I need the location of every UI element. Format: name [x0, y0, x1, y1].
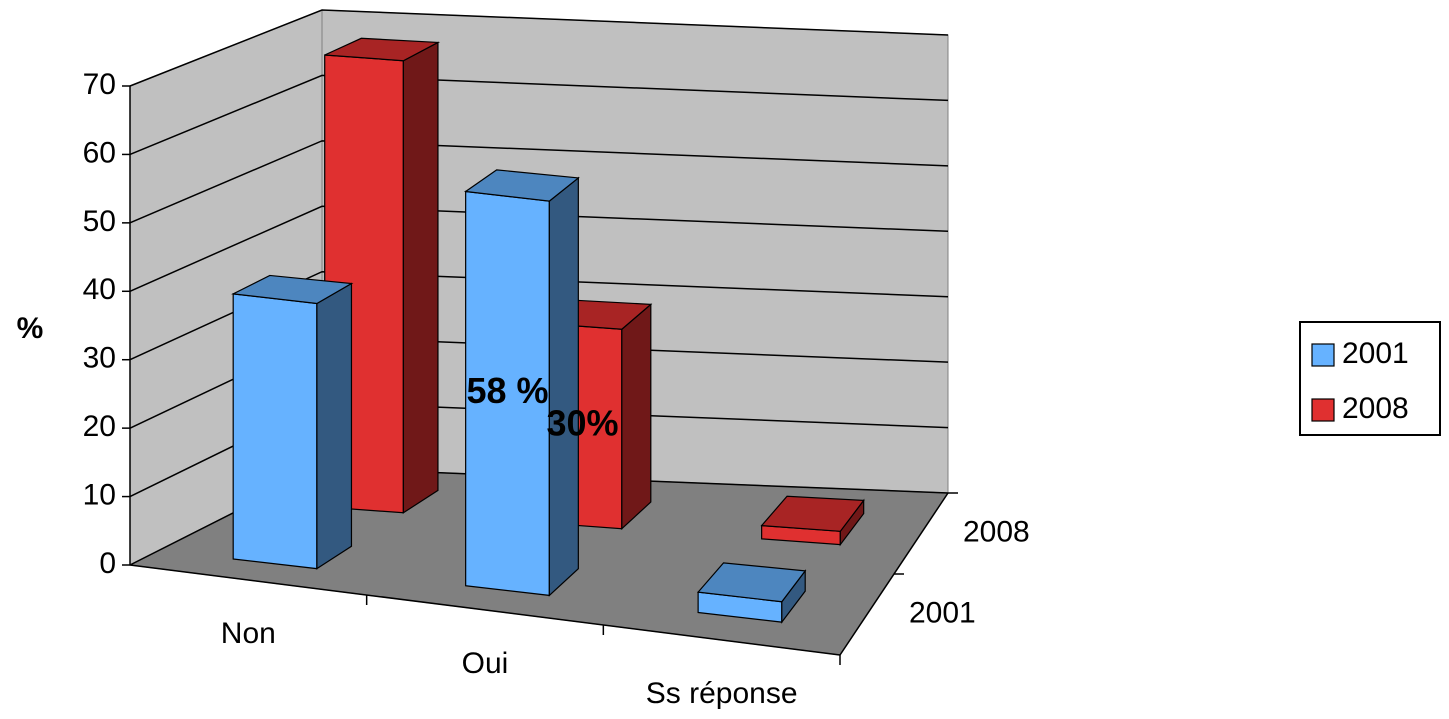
grid-line [129, 140, 949, 224]
x-tick-label: Non [221, 617, 276, 650]
x-axis [129, 564, 841, 656]
y-tick-label: 50 [83, 205, 116, 238]
z-tick-label: 2008 [963, 515, 1030, 548]
y-tick-label: 30 [83, 342, 116, 375]
bar-side [402, 41, 439, 514]
legend-label: 2001 [1342, 337, 1409, 370]
bar-front [232, 293, 318, 570]
bar-top [696, 562, 807, 603]
bar-top [464, 169, 580, 202]
y-tick-label: 10 [83, 478, 116, 511]
bar-top [324, 37, 441, 62]
bar-side [548, 176, 579, 597]
bar-top [760, 495, 865, 532]
x-tick-label: Oui [462, 647, 509, 680]
y-tick-label: 0 [99, 547, 116, 580]
y-axis-label: % [17, 312, 44, 345]
grid-line [129, 205, 949, 292]
legend-label: 2008 [1342, 392, 1409, 425]
bar-side [621, 303, 652, 531]
bar [760, 495, 865, 547]
grid-line [129, 74, 949, 156]
legend-swatch [1311, 343, 1335, 367]
grid-line [129, 270, 949, 361]
x-tick-label: Ss réponse [646, 677, 798, 710]
bar-top [231, 274, 354, 305]
z-tick-label: 2001 [909, 596, 976, 629]
bar [696, 562, 807, 624]
y-tick-label: 70 [83, 68, 116, 101]
legend-swatch [1311, 398, 1335, 422]
bar [231, 274, 354, 570]
data-label: 58 % [466, 370, 548, 411]
data-label: 30% [546, 403, 618, 444]
bar-side [316, 282, 353, 570]
bar [464, 169, 580, 597]
y-tick-label: 60 [83, 136, 116, 169]
y-tick-label: 40 [83, 273, 116, 306]
grid-line [129, 9, 949, 87]
y-tick-label: 20 [83, 410, 116, 443]
